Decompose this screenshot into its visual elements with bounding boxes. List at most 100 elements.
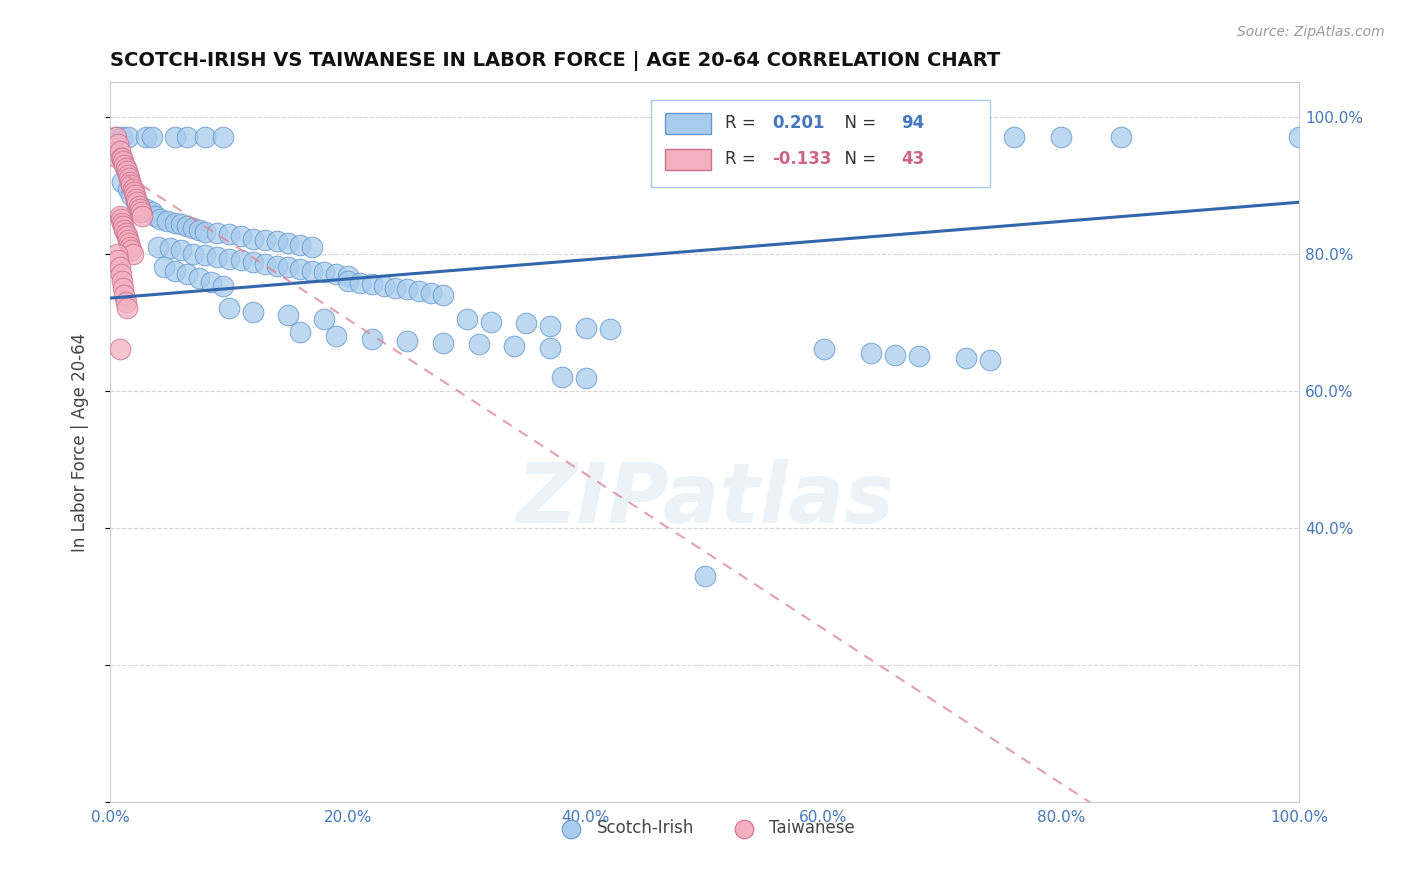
- Text: R =: R =: [725, 114, 761, 132]
- Point: [813, 343, 835, 357]
- Point: [118, 171, 141, 186]
- Point: [121, 181, 143, 195]
- Point: [152, 260, 174, 275]
- Point: [105, 246, 128, 260]
- Point: [242, 231, 264, 245]
- Point: [212, 130, 235, 145]
- Point: [122, 185, 145, 199]
- Point: [114, 294, 136, 309]
- Point: [229, 229, 252, 244]
- Point: [1050, 130, 1073, 145]
- Point: [128, 202, 150, 216]
- Point: [290, 261, 312, 276]
- Point: [111, 175, 134, 189]
- Y-axis label: In Labor Force | Age 20-64: In Labor Force | Age 20-64: [72, 333, 89, 551]
- Point: [181, 246, 204, 260]
- Point: [118, 236, 141, 251]
- Point: [277, 260, 299, 275]
- Point: [128, 199, 150, 213]
- Point: [105, 130, 128, 145]
- Point: [129, 205, 152, 219]
- Point: [194, 248, 217, 262]
- Point: [135, 130, 157, 145]
- Text: N =: N =: [834, 151, 882, 169]
- Point: [194, 130, 217, 145]
- Point: [107, 253, 129, 268]
- Point: [141, 205, 163, 219]
- Point: [266, 259, 288, 273]
- Point: [884, 348, 907, 362]
- Point: [194, 225, 217, 239]
- Point: [277, 308, 299, 322]
- Text: -0.133: -0.133: [772, 151, 832, 169]
- Point: [156, 213, 179, 227]
- Point: [125, 192, 148, 206]
- Point: [860, 346, 883, 360]
- Point: [229, 253, 252, 268]
- Text: Source: ZipAtlas.com: Source: ZipAtlas.com: [1237, 25, 1385, 39]
- Point: [1288, 130, 1310, 145]
- Point: [125, 195, 148, 210]
- Point: [253, 233, 276, 247]
- Point: [112, 281, 135, 295]
- FancyBboxPatch shape: [665, 112, 710, 134]
- Point: [420, 286, 443, 301]
- Point: [432, 335, 454, 350]
- Point: [115, 164, 138, 178]
- Point: [120, 240, 142, 254]
- Point: [907, 349, 929, 363]
- Point: [176, 130, 198, 145]
- Point: [111, 216, 134, 230]
- Point: [176, 219, 198, 234]
- Point: [360, 277, 382, 292]
- Point: [538, 318, 561, 333]
- Point: [165, 263, 187, 277]
- Legend: Scotch-Irish, Taiwanese: Scotch-Irish, Taiwanese: [548, 813, 862, 844]
- Point: [290, 238, 312, 252]
- Point: [479, 315, 502, 329]
- Point: [384, 281, 406, 295]
- Point: [111, 274, 134, 288]
- Point: [205, 250, 228, 264]
- Point: [277, 236, 299, 251]
- Point: [301, 263, 323, 277]
- Point: [301, 240, 323, 254]
- Point: [408, 285, 430, 299]
- Point: [325, 328, 347, 343]
- Point: [135, 202, 157, 216]
- Point: [112, 222, 135, 236]
- Point: [170, 217, 193, 231]
- Point: [515, 317, 537, 331]
- Text: 0.201: 0.201: [772, 114, 825, 132]
- Point: [117, 181, 139, 195]
- Point: [955, 130, 977, 145]
- Point: [551, 370, 574, 384]
- Point: [110, 267, 132, 281]
- Point: [575, 371, 598, 385]
- Point: [373, 279, 395, 293]
- Point: [121, 178, 143, 193]
- Point: [188, 222, 211, 236]
- Text: N =: N =: [834, 114, 882, 132]
- Text: SCOTCH-IRISH VS TAIWANESE IN LABOR FORCE | AGE 20-64 CORRELATION CHART: SCOTCH-IRISH VS TAIWANESE IN LABOR FORCE…: [110, 51, 1000, 70]
- Point: [170, 243, 193, 257]
- Point: [503, 339, 526, 353]
- Point: [290, 326, 312, 340]
- Point: [396, 334, 419, 349]
- Point: [218, 252, 240, 266]
- Point: [108, 144, 131, 158]
- Point: [112, 157, 135, 171]
- Point: [538, 341, 561, 355]
- Point: [693, 568, 716, 582]
- Point: [159, 241, 181, 255]
- Point: [456, 311, 478, 326]
- Point: [131, 209, 153, 223]
- Point: [467, 337, 489, 351]
- Point: [181, 220, 204, 235]
- Point: [112, 219, 135, 234]
- Point: [128, 199, 150, 213]
- Point: [360, 332, 382, 346]
- Point: [112, 154, 135, 169]
- Point: [432, 287, 454, 301]
- Point: [127, 195, 149, 210]
